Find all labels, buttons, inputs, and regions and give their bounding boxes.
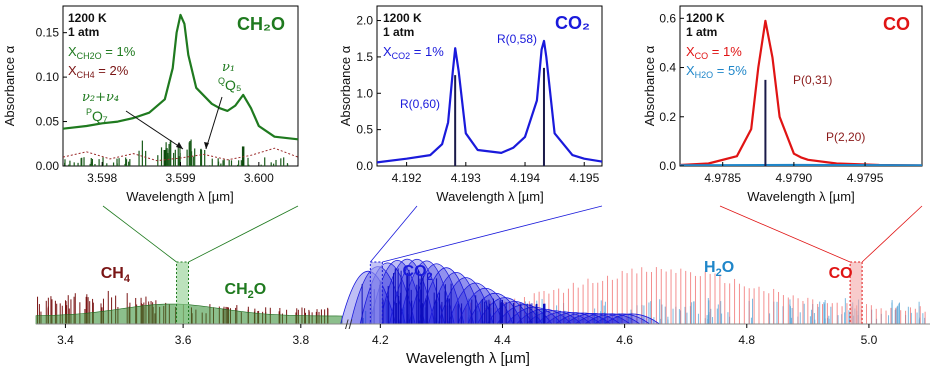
label-co: CO [829,265,853,282]
co-zoom-connector-right [861,205,923,263]
r060-label: R(0,60) [400,97,440,111]
co2-ytick-label: 0.0 [356,159,373,173]
co2-zoom-connector-right [382,205,603,263]
co-temperature: 1200 K [686,11,725,25]
full-xtick-label: 4.4 [494,333,511,347]
co2-ytick-label: 0.5 [356,123,373,137]
co-inset-title: CO [883,14,910,34]
co-series-co [680,19,922,166]
co2-zoom-window [369,261,383,325]
co2-mole-fraction: XCO2 = 1% [383,44,444,61]
co-ytick-label: 0.6 [659,11,676,25]
ch2o-series-ch4 [63,147,298,162]
co-inset-panel: 4.9785 4.9790 4.9795 0.0 0.2 0.4 0.6 CO 1200 K… [642,5,923,204]
ch2o-series-ch2o [63,13,298,141]
co-xtick-label: 4.9785 [704,171,741,185]
ch2o-xtick-label: 3.600 [244,171,274,185]
co2-inset-title: CO₂ [555,13,590,33]
co2-series-co2 [377,39,602,164]
co2-xtick-label: 4.195 [569,171,599,185]
co2-temperature: 1200 K [383,11,422,25]
co2-inset-frame [376,5,603,167]
p220-label: P(2,20) [826,130,865,144]
co-ytick-label: 0.0 [659,159,676,173]
pq7-arrowhead [176,142,183,149]
co2-zoom-connector-left [370,205,418,263]
co2-xtick-label: 4.194 [510,171,540,185]
ch2o-mole-fraction: XCH2O = 1% [68,44,136,61]
co2-ytick-label: 1.5 [356,50,373,64]
label-h2o: H2O [704,259,734,279]
ch2o-xtick-label: 3.599 [165,171,195,185]
co-ylabel: Absorbance α [642,45,657,126]
co2-xtick-label: 4.192 [392,171,422,185]
ch2o-zoom-connector-left [102,205,177,263]
ch2o-xlabel: Wavelength λ [µm] [126,189,233,204]
ch2o-inset-title: CH₂O [237,14,285,34]
ch2o-pressure: 1 atm [68,25,99,39]
full-spectrum-panel: 3.4 3.6 3.8 4.2 4.4 4.6 4.8 5.0 // CH4 CH2O CO2 H2… [35,205,930,367]
ch2o-xtick-label: 3.598 [87,171,117,185]
ch2o-ylabel: Absorbance α [2,45,17,126]
ch2o-ytick-label: 0.05 [36,115,60,129]
co-mole-fraction: XCO = 1% [686,44,742,61]
r058-label: R(0,58) [497,32,537,46]
p031-label: P(0,31) [793,73,832,87]
co2-xtick-label: 4.193 [451,171,481,185]
co-ytick-label: 0.2 [659,110,676,124]
ch2o-zoom-window [176,261,190,325]
co-zoom-connector-left [719,205,851,263]
pq7-arrow [125,110,184,150]
qq5-label: QQ₅ [218,76,242,93]
ch2o-temperature: 1200 K [68,11,107,25]
full-xtick-label: 5.0 [861,333,878,347]
label-ch4: CH4 [101,265,131,285]
co2-ytick-label: 2.0 [356,14,373,28]
full-spectrum-xlabel: Wavelength λ [µm] [406,350,530,367]
pq7-label: PQ₇ [86,107,108,124]
co-xlabel: Wavelength λ [µm] [747,189,854,204]
co-ytick-label: 0.4 [659,61,676,75]
ch2o-zoom-connector-right [188,205,299,263]
full-xtick-label: 4.8 [738,333,755,347]
ch2o-ytick-label: 0.15 [36,26,60,40]
co-xtick-label: 4.9790 [776,171,813,185]
nu1-label: ν₁ [222,60,235,75]
ch4-mole-fraction: XCH4 = 2% [68,63,129,80]
co2-ylabel: Absorbance α [338,45,353,126]
co-pressure: 1 atm [686,25,717,39]
nu2-nu4-label: ν₂+ν₄ [82,90,119,105]
h2o-mole-fraction: XH2O = 5% [686,63,747,80]
ch2o-inset-panel: 3.598 3.599 3.600 0.00 0.05 0.10 0.15 CH₂O 120… [2,5,299,204]
ch2o-ytick-label: 0.00 [36,159,60,173]
ch2o-ytick-label: 0.10 [36,70,60,84]
full-xtick-label: 3.8 [292,333,309,347]
qq5-arrow [205,96,223,150]
co-xtick-label: 4.9795 [847,171,884,185]
co2-ytick-label: 1.0 [356,86,373,100]
axis-break-mark: // [345,317,353,332]
full-xtick-label: 4.2 [372,333,389,347]
co2-xlabel: Wavelength λ [µm] [436,189,543,204]
full-xtick-label: 4.6 [616,333,633,347]
full-xtick-label: 3.4 [57,333,74,347]
full-xtick-label: 3.6 [175,333,192,347]
label-ch2o: CH2O [225,281,267,301]
ch2o-inset-frame [62,5,299,167]
co2-pressure: 1 atm [383,25,414,39]
qq5-arrowhead [204,142,209,149]
label-co2: CO2 [403,263,433,283]
